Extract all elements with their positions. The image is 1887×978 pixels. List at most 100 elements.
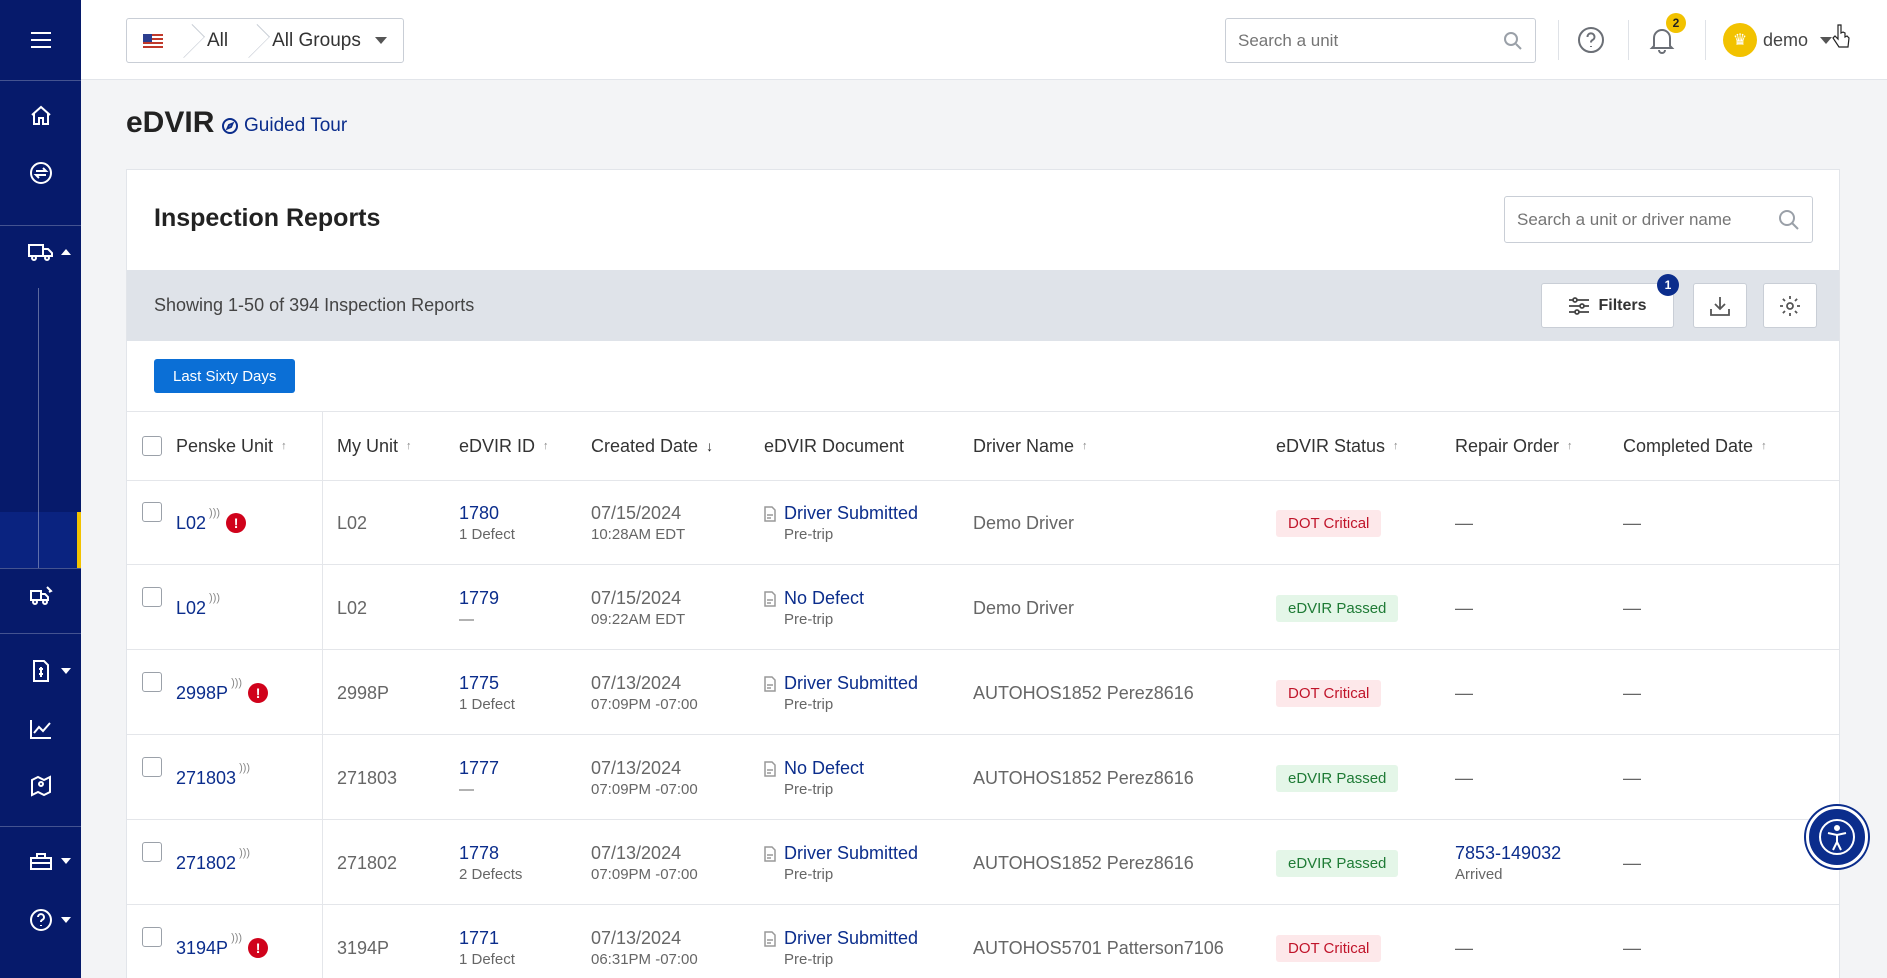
row-checkbox[interactable] [142,757,162,777]
pdf-document-icon [764,506,776,522]
table-row[interactable]: 271803 ))) 271803 1777 — 07/13/2024 07:0… [127,736,1839,820]
table-row[interactable]: 271802 ))) 271802 1778 2 Defects 07/13/2… [127,821,1839,905]
sidebar-subitem-edvir[interactable] [0,512,81,568]
telematics-signal-icon: ))) [231,932,242,944]
document-link[interactable]: No Defect [784,758,864,779]
help-button[interactable] [1573,22,1609,58]
document-link[interactable]: Driver Submitted [784,503,918,524]
unit-search-input[interactable] [1238,31,1503,51]
row-checkbox[interactable] [142,672,162,692]
accessibility-button[interactable] [1806,806,1868,868]
edvir-id-link[interactable]: 1779 [459,588,499,609]
table-row[interactable]: L02 ))) L02 1779 — 07/15/2024 09:22AM ED… [127,566,1839,650]
sidebar-item-services[interactable] [0,841,81,881]
status-cell: DOT Critical [1276,906,1381,978]
completed-date-cell: — [1623,566,1641,650]
group-selector[interactable]: All Groups [256,19,403,62]
breadcrumb-scope[interactable]: All [191,19,244,62]
sidebar-item-analytics[interactable] [0,709,81,749]
col-penske-unit[interactable]: Penske Unit ↑ [176,412,287,480]
row-checkbox[interactable] [142,587,162,607]
table-row[interactable]: L02 ))) ! L02 1780 1 Defect 07/15/2024 1… [127,481,1839,565]
document-link[interactable]: Driver Submitted [784,673,918,694]
document-link[interactable]: Driver Submitted [784,928,918,949]
created-time: 07:09PM -07:00 [591,781,698,798]
user-name: demo [1763,30,1808,51]
created-date-cell: 07/13/2024 07:09PM -07:00 [591,821,698,905]
guided-tour-link[interactable]: Guided Tour [222,115,347,137]
results-toolbar: Showing 1-50 of 394 Inspection Reports F… [127,270,1839,341]
col-created-date[interactable]: Created Date ↓ [591,412,713,480]
completed-date-cell: — [1623,481,1641,565]
telematics-signal-icon: ))) [231,677,242,689]
completed-date-cell: — [1623,906,1641,978]
sidebar-item-maintenance[interactable] [0,576,81,616]
row-checkbox[interactable] [142,842,162,862]
sidebar-subitem-1[interactable] [0,288,81,344]
pointer-cursor-icon [1832,24,1850,52]
repair-order-cell: — [1455,651,1473,735]
table-row[interactable]: 3194P ))) ! 3194P 1771 1 Defect 07/13/20… [127,906,1839,978]
penske-unit-link[interactable]: L02 [176,513,206,534]
col-completed-date[interactable]: Completed Date ↑ [1623,412,1767,480]
status-cell: DOT Critical [1276,651,1381,735]
penske-unit-cell: L02 ))) ! [176,481,246,565]
pdf-document-icon [764,846,776,862]
sidebar-item-help[interactable] [0,900,81,940]
document-link[interactable]: Driver Submitted [784,843,918,864]
menu-toggle-button[interactable] [0,18,81,62]
col-edvir-id[interactable]: eDVIR ID ↑ [459,412,549,480]
chevron-down-icon [61,917,71,923]
report-search-input[interactable] [1517,210,1778,230]
user-menu[interactable]: ♛ demo [1723,21,1832,59]
edvir-id-link[interactable]: 1775 [459,673,515,694]
pdf-document-icon [764,591,776,607]
penske-unit-link[interactable]: 271803 [176,768,236,789]
status-badge: eDVIR Passed [1276,765,1398,792]
download-icon [1709,295,1731,317]
edvir-id-link[interactable]: 1780 [459,503,515,524]
sidebar-item-transactions[interactable] [0,153,81,193]
my-unit-cell: 2998P [337,651,389,735]
chart-icon [29,718,53,740]
telematics-signal-icon: ))) [239,762,250,774]
edvir-id-cell: 1778 2 Defects [459,821,522,905]
sidebar-subitem-3[interactable] [0,400,81,456]
col-driver-name[interactable]: Driver Name ↑ [973,412,1088,480]
sidebar-subitem-2[interactable] [0,344,81,400]
row-checkbox[interactable] [142,927,162,947]
us-flag-icon [143,34,163,48]
sidebar-item-map[interactable] [0,766,81,806]
select-all-checkbox[interactable] [142,436,162,456]
settings-button[interactable] [1763,283,1817,328]
download-button[interactable] [1693,283,1747,328]
sidebar-item-billing[interactable] [0,651,81,691]
row-checkbox[interactable] [142,502,162,522]
search-icon[interactable] [1503,31,1523,51]
table-row[interactable]: 2998P ))) ! 2998P 1775 1 Defect 07/13/20… [127,651,1839,735]
edvir-id-link[interactable]: 1778 [459,843,522,864]
document-link[interactable]: No Defect [784,588,864,609]
repair-order-cell: — [1455,736,1473,820]
chevron-down-icon [61,858,71,864]
sidebar-item-home[interactable] [0,96,81,136]
country-selector[interactable] [127,19,179,62]
edvir-id-link[interactable]: 1777 [459,758,499,779]
filters-button[interactable]: Filters 1 [1541,283,1674,328]
sidebar-subitem-4[interactable] [0,456,81,512]
col-my-unit[interactable]: My Unit ↑ [337,412,412,480]
col-edvir-status[interactable]: eDVIR Status ↑ [1276,412,1399,480]
penske-unit-link[interactable]: 271802 [176,853,236,874]
col-repair-order[interactable]: Repair Order ↑ [1455,412,1573,480]
edvir-id-link[interactable]: 1771 [459,928,515,949]
completed-date-cell: — [1623,651,1641,735]
penske-unit-link[interactable]: 3194P [176,938,228,959]
document-cell: No Defect Pre-trip [764,736,864,820]
date-range-chip[interactable]: Last Sixty Days [154,359,295,393]
search-icon[interactable] [1778,209,1800,231]
repair-order-value[interactable]: 7853-149032 [1455,843,1561,864]
sidebar-item-fleet[interactable] [0,232,81,272]
penske-unit-link[interactable]: 2998P [176,683,228,704]
notifications-button[interactable]: 2 [1644,22,1680,58]
penske-unit-link[interactable]: L02 [176,598,206,619]
